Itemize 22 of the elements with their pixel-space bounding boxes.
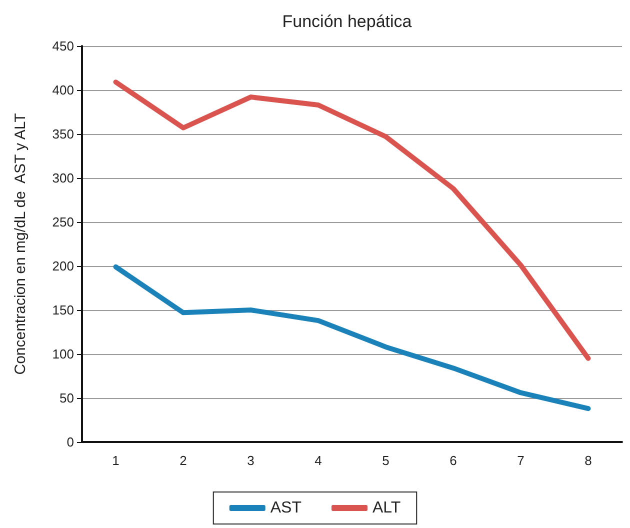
y-tick-label: 150: [52, 302, 74, 318]
x-tick-label: 4: [314, 453, 322, 468]
y-tick-label: 50: [60, 390, 74, 406]
x-tick-label: 8: [584, 453, 592, 468]
x-tick-label: 7: [517, 453, 524, 468]
y-tick-label: 450: [52, 38, 74, 54]
y-tick-label: 350: [52, 126, 74, 142]
x-tick-label: 1: [112, 453, 120, 468]
y-axis-title: Concentracion en mg/dL de AST y ALT: [12, 113, 29, 375]
x-tick-label: 3: [247, 453, 254, 468]
y-tick-label: 250: [52, 214, 74, 230]
legend-label: ALT: [372, 500, 401, 516]
chart-title: Función hepática: [282, 12, 412, 31]
y-tick-label: 200: [52, 258, 74, 274]
x-tick-label: 5: [382, 453, 390, 468]
x-tick-label: 6: [450, 453, 457, 468]
y-tick-label: 0: [66, 434, 74, 450]
y-tick-label: 300: [52, 170, 74, 186]
x-tick-label: 2: [180, 453, 187, 468]
legend-label: AST: [270, 500, 302, 516]
y-tick-label: 400: [52, 82, 74, 98]
y-tick-label: 100: [52, 346, 74, 362]
